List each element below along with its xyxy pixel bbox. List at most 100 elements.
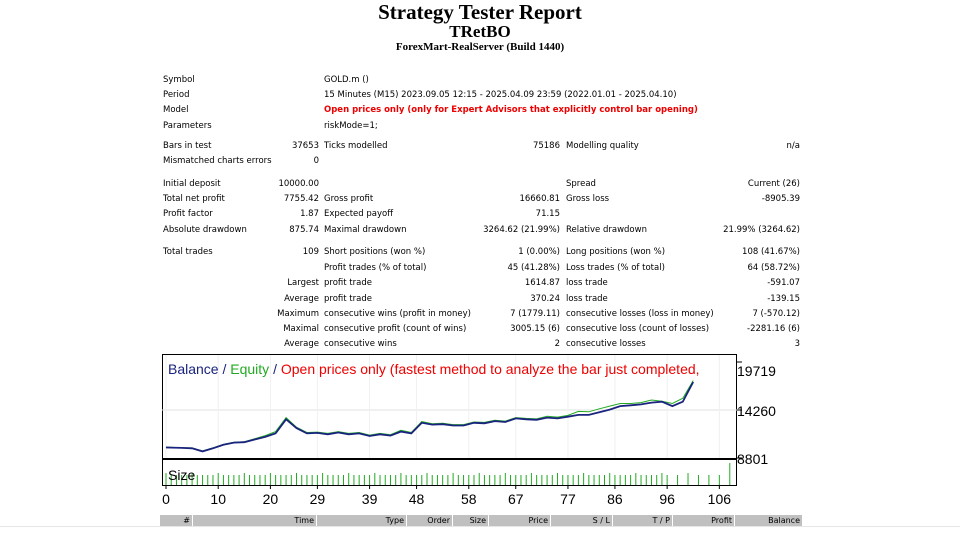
symbol-label: Symbol [163, 75, 195, 85]
max-consecutive-wins-label: consecutive wins (profit in money) [324, 309, 471, 319]
max-consecutive-wins-value: 7 (1779.11) [510, 309, 560, 319]
total-trades-value: 109 [302, 247, 319, 257]
period-label: Period [163, 90, 190, 100]
max-consecutive-losses-label: consecutive losses (loss in money) [566, 309, 714, 319]
legend-model: Open prices only (fastest method to anal… [281, 361, 700, 377]
y-axis-ticks: 19719 14260 8801 [737, 361, 776, 467]
ticks-value: 75186 [532, 141, 560, 151]
col-divider [406, 515, 407, 526]
short-positions-value: 1 (0.00%) [518, 247, 560, 257]
x-tick-label: 86 [607, 491, 623, 507]
col-divider [612, 515, 613, 526]
grid-lines [162, 355, 737, 458]
average-loss-label: loss trade [566, 294, 608, 304]
x-tick-label: 39 [362, 491, 378, 507]
gross-profit-value: 16660.81 [519, 194, 560, 204]
col-divider [316, 515, 317, 526]
col-sl: S / L [592, 516, 610, 525]
gross-profit-label: Gross profit [324, 194, 374, 204]
col-divider [192, 515, 193, 526]
maximal-consecutive-loss-label: consecutive loss (count of losses) [566, 324, 710, 334]
profit-trades-label: Profit trades (% of total) [324, 263, 427, 273]
period-value: 15 Minutes (M15) 2023.09.05 12:15 - 2025… [324, 90, 677, 100]
x-tick-label: 77 [560, 491, 576, 507]
largest-label: Largest [287, 278, 319, 288]
average-consecutive-wins-value: 2 [554, 339, 560, 349]
expected-payoff-label: Expected payoff [324, 209, 394, 219]
maximal-label: Maximal [283, 324, 319, 334]
short-positions-label: Short positions (won %) [324, 247, 426, 257]
y-tick-label: 19719 [737, 363, 776, 379]
col-size: Size [469, 516, 486, 525]
maximal-consecutive-profit-label: consecutive profit (count of wins) [324, 324, 467, 334]
largest-profit-label: profit trade [324, 278, 372, 288]
max-consecutive-losses-value: 7 (-570.12) [752, 309, 800, 319]
parameters-label: Parameters [163, 121, 212, 131]
x-axis-ticks: 0 10 20 29 39 48 58 67 77 86 96 106 [162, 485, 731, 507]
expected-payoff-value: 71.15 [535, 209, 560, 219]
maximal-consecutive-loss-value: -2281.16 (6) [747, 324, 800, 334]
y-tick-label: 14260 [737, 403, 776, 419]
average-label: Average [284, 294, 319, 304]
server-name: ForexMart-RealServer (Build 1440) [395, 41, 565, 53]
relative-drawdown-value: 21.99% (3264.62) [723, 225, 800, 235]
col-balance: Balance [768, 516, 800, 525]
col-order: Order [427, 516, 450, 525]
x-tick-label: 29 [310, 491, 326, 507]
legend-separator-2: / [269, 361, 281, 377]
col-number: # [183, 516, 190, 525]
spread-value: Current (26) [747, 179, 800, 189]
largest-loss-label: loss trade [566, 278, 608, 288]
y-tick-label: 8801 [737, 451, 768, 467]
profit-factor-label: Profit factor [163, 209, 213, 219]
largest-profit-value: 1614.87 [524, 278, 560, 288]
maximal-drawdown-value: 3264.62 (21.99%) [483, 225, 560, 235]
balance-line [165, 381, 694, 453]
largest-loss-value: -591.07 [767, 278, 800, 288]
maximal-consecutive-profit-value: 3005.15 (6) [510, 324, 560, 334]
symbol-value: GOLD.m () [324, 75, 369, 85]
absolute-drawdown-label: Absolute drawdown [163, 225, 247, 235]
deposit-value: 10000.00 [278, 179, 319, 189]
profit-trades-value: 45 (41.28%) [507, 263, 560, 273]
model-label: Model [163, 105, 189, 115]
average-consecutive-losses-label: consecutive losses [566, 339, 646, 349]
long-positions-value: 108 (41.67%) [742, 247, 800, 257]
average-consecutive-label: Average [284, 339, 319, 349]
expert-name: TRetBO [449, 22, 511, 41]
chart-legend: Balance / Equity / Open prices only (fas… [168, 361, 700, 377]
bars-label: Bars in test [163, 141, 212, 151]
col-time: Time [294, 516, 314, 525]
series-lines [165, 380, 694, 453]
balance-chart: Balance / Equity / Open prices only (fas… [162, 354, 776, 507]
long-positions-label: Long positions (won %) [566, 247, 666, 257]
maximum-label: Maximum [277, 309, 319, 319]
profit-factor-value: 1.87 [300, 209, 319, 219]
size-label: Size [168, 467, 195, 483]
average-profit-label: profit trade [324, 294, 372, 304]
x-tick-label: 67 [508, 491, 524, 507]
net-profit-label: Total net profit [163, 194, 225, 204]
col-tp: T / P [652, 516, 671, 525]
col-price: Price [528, 516, 548, 525]
average-consecutive-wins-label: consecutive wins [324, 339, 397, 349]
average-loss-value: -139.15 [767, 294, 800, 304]
col-divider [488, 515, 489, 526]
legend-balance: Balance [168, 361, 219, 377]
mismatch-label: Mismatched charts errors [163, 156, 272, 166]
col-divider [550, 515, 551, 526]
quality-value: n/a [786, 141, 800, 151]
net-profit-value: 7755.42 [283, 194, 319, 204]
x-tick-label: 20 [263, 491, 279, 507]
col-divider [734, 515, 735, 526]
legend-equity: Equity [230, 361, 269, 377]
x-tick-label: 96 [659, 491, 675, 507]
ticks-label: Ticks modelled [324, 141, 388, 151]
x-tick-label: 106 [708, 491, 732, 507]
x-tick-label: 58 [461, 491, 477, 507]
total-trades-label: Total trades [163, 247, 213, 257]
deposit-label: Initial deposit [163, 179, 221, 189]
loss-trades-value: 64 (58.72%) [747, 263, 800, 273]
x-tick-label: 0 [162, 491, 170, 507]
maximal-drawdown-label: Maximal drawdown [324, 225, 407, 235]
